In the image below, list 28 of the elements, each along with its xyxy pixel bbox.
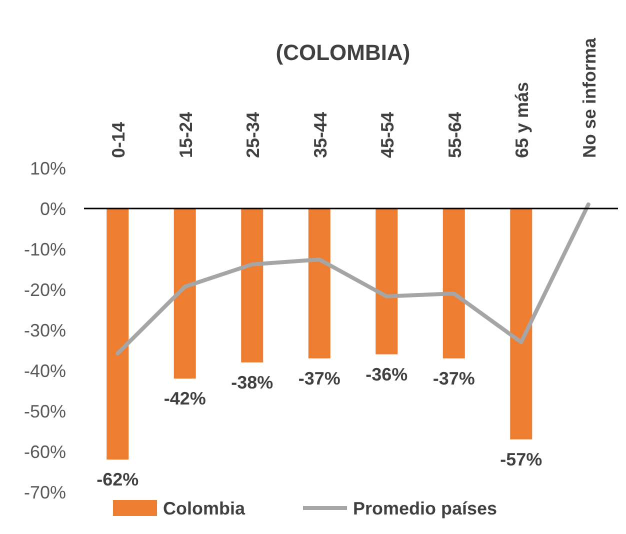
legend-label: Promedio países	[353, 498, 498, 518]
x-tick-label: 15-24	[176, 112, 196, 158]
line-series	[116, 202, 590, 356]
y-tick-label: -10%	[24, 239, 66, 260]
data-label: -36%	[366, 364, 408, 384]
x-tick-label: 35-44	[310, 112, 330, 158]
chart-title: (COLOMBIA)	[276, 40, 410, 65]
y-tick-label: -70%	[24, 482, 66, 502]
x-tick-label: 45-54	[378, 112, 398, 158]
x-tick-label: No se informa	[579, 36, 600, 158]
y-tick-label: -50%	[24, 401, 66, 422]
data-label: -38%	[231, 372, 274, 392]
legend-label: Colombia	[163, 498, 246, 518]
y-tick-label: 0%	[40, 198, 66, 219]
y-tick-label: -30%	[24, 320, 66, 340]
data-label: -62%	[96, 470, 139, 490]
x-tick-label: 55-64	[444, 112, 465, 158]
y-tick-label: -20%	[24, 280, 66, 300]
x-tick-label: 65 y más	[512, 82, 532, 158]
y-tick-label: -40%	[24, 360, 66, 381]
data-label: -42%	[164, 388, 206, 409]
x-tick-label: 0-14	[108, 122, 129, 158]
y-tick-label: 10%	[30, 158, 66, 178]
data-label: -57%	[500, 449, 542, 470]
x-tick-label: 25-34	[243, 112, 264, 158]
data-label: -37%	[298, 368, 340, 388]
y-tick-label: -60%	[24, 442, 66, 462]
data-label: -37%	[432, 368, 475, 388]
